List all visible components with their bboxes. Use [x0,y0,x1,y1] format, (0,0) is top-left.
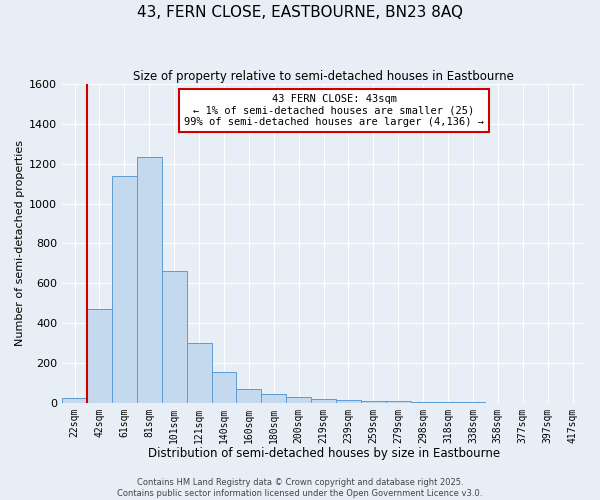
Bar [286,396,311,402]
Bar [262,394,286,402]
Bar [112,176,137,402]
Bar [62,398,87,402]
Bar [87,309,112,402]
Y-axis label: Number of semi-detached properties: Number of semi-detached properties [15,140,25,346]
Title: Size of property relative to semi-detached houses in Eastbourne: Size of property relative to semi-detach… [133,70,514,83]
X-axis label: Distribution of semi-detached houses by size in Eastbourne: Distribution of semi-detached houses by … [148,447,500,460]
Bar [236,389,262,402]
Text: Contains HM Land Registry data © Crown copyright and database right 2025.
Contai: Contains HM Land Registry data © Crown c… [118,478,482,498]
Bar [162,272,187,402]
Text: 43 FERN CLOSE: 43sqm
← 1% of semi-detached houses are smaller (25)
99% of semi-d: 43 FERN CLOSE: 43sqm ← 1% of semi-detach… [184,94,484,127]
Bar [212,372,236,402]
Bar [137,157,162,402]
Bar [361,400,386,402]
Bar [311,399,336,402]
Text: 43, FERN CLOSE, EASTBOURNE, BN23 8AQ: 43, FERN CLOSE, EASTBOURNE, BN23 8AQ [137,5,463,20]
Bar [187,343,212,402]
Bar [336,400,361,402]
